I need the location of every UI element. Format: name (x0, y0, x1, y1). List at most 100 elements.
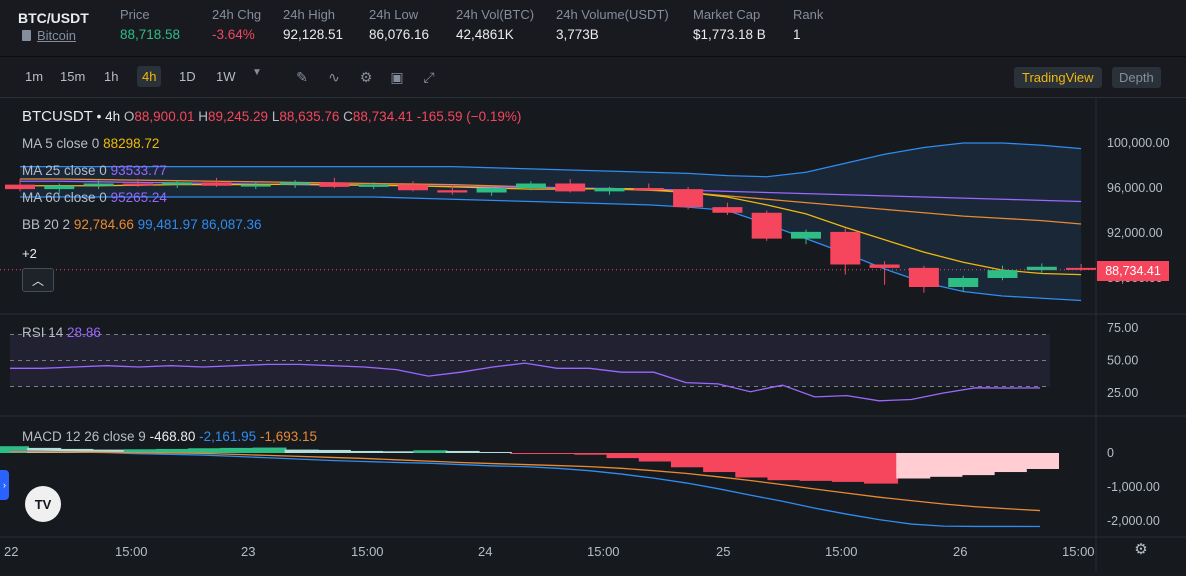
macd-histogram-bar (381, 451, 416, 453)
chart-area[interactable]: 100,000.0096,000.0092,000.0088,000.0075.… (0, 98, 1186, 571)
legend-symbol: BTCUSDT (22, 108, 93, 125)
candle-body (83, 183, 114, 186)
stat-label: Market Cap (693, 7, 761, 22)
stat-value: -3.64% (212, 27, 255, 42)
macd-histogram-bar (1025, 453, 1059, 469)
candle-body (830, 231, 861, 265)
macd-histogram-bar (896, 453, 931, 479)
more-indicators[interactable]: +2 (22, 246, 37, 261)
macd-histogram-bar (220, 447, 255, 453)
candle-body (791, 231, 821, 239)
stat-value: 42,4861K (456, 27, 514, 42)
rsi-line (10, 362, 1041, 402)
ma5-line (20, 183, 1082, 276)
timeframe-1d[interactable]: 1D (179, 69, 196, 84)
stat-label: 24h Volume(USDT) (556, 7, 669, 22)
save-icon[interactable]: ▣ (390, 68, 404, 85)
candle-body (1026, 266, 1057, 271)
timeframe-1w[interactable]: 1W (216, 69, 236, 84)
rsi-legend: RSI 14 28.86 (22, 325, 101, 340)
macd-histogram-bar (91, 449, 126, 453)
document-icon (22, 30, 31, 41)
stat-24h-chg: 24h Chg -3.64% (212, 7, 261, 42)
tradingview-button[interactable]: TradingView (1014, 67, 1102, 88)
indicator-icon[interactable]: ∿ (328, 68, 340, 85)
macd-histogram-bar (123, 449, 158, 453)
stat-rank: Rank 1 (793, 7, 823, 42)
candle-body (869, 264, 900, 268)
ma25-legend: MA 25 close 0 93533.77 (22, 163, 167, 178)
macd-histogram-bar (188, 448, 223, 453)
macd-histogram-bar (703, 453, 738, 473)
ma5-value: 88298.72 (103, 136, 160, 151)
candle-body (515, 183, 546, 188)
macd-tick-label: 0 (1107, 446, 1114, 460)
timeframe-15m[interactable]: 15m (60, 69, 86, 84)
candle-body (319, 182, 350, 187)
coin-info-link[interactable]: Bitcoin (22, 28, 76, 43)
stat-24h-volume-usdt: 24h Volume(USDT) 3,773B (556, 7, 669, 42)
candle-body (987, 270, 1018, 278)
candle-body (398, 184, 428, 191)
legend-high: 89,245.29 (207, 109, 269, 124)
chart-toolbar: 1m 15m 1h 4h 1D 1W ▼ ✎ ∿ ⚙ ▣ ⤢ TradingView Depth (0, 56, 1186, 98)
market-header: BTC/USDT Bitcoin Price 88,718.58 24h Chg -3… (0, 0, 1186, 52)
time-tick-label: 26 (953, 544, 967, 559)
legend-low: 88,635.76 (279, 109, 340, 124)
stat-label: 24h High (283, 7, 336, 22)
stat-label: 24h Chg (212, 7, 262, 22)
candle-body (358, 184, 389, 187)
candle-body (5, 184, 35, 190)
macd-signal-value: -1,693.15 (259, 429, 317, 444)
bb-lower-value: 86,087.36 (201, 217, 262, 232)
coin-link-label: Bitcoin (37, 28, 77, 43)
rsi-value: 28.86 (67, 325, 101, 340)
macd-histogram-bar (928, 453, 963, 477)
side-panel-handle[interactable]: › (0, 470, 9, 500)
price-tick-label: 92,000.00 (1107, 226, 1163, 240)
macd-histogram-bar (574, 453, 609, 455)
candle-body (44, 185, 75, 190)
candle-body (633, 188, 664, 190)
bb-lower-line (20, 196, 1082, 302)
time-tick-label: 22 (4, 544, 18, 559)
gear-icon[interactable]: ⚙ (1134, 541, 1148, 558)
stat-value: 3,773B (556, 27, 599, 42)
bb-mid-value: 92,784.66 (73, 217, 134, 232)
macd-histogram-bar (27, 447, 62, 453)
macd-histogram-bar (670, 453, 705, 468)
macd-histogram-bar (316, 449, 351, 453)
depth-button[interactable]: Depth (1112, 67, 1161, 88)
macd-histogram-bar (445, 450, 480, 453)
macd-histogram-bar (510, 453, 544, 454)
macd-histogram-bar (799, 453, 834, 481)
macd-histogram-bar (349, 450, 384, 453)
gear-icon[interactable]: ⚙ (359, 68, 373, 85)
macd-histogram-bar (477, 451, 512, 453)
chevron-down-icon[interactable]: ▼ (252, 67, 262, 78)
collapse-legend-button[interactable]: ︿ (22, 268, 54, 292)
timeframe-1h[interactable]: 1h (104, 69, 119, 84)
bb-legend: BB 20 2 92,784.66 99,481.97 86,087.36 (22, 217, 262, 232)
candle-body (751, 212, 782, 239)
stat-label: 24h Vol(BTC) (456, 7, 535, 22)
ma60-legend: MA 60 close 0 95265.24 (22, 190, 167, 205)
stat-value: 92,128.51 (283, 27, 344, 42)
macd-signal-line (9, 450, 1041, 512)
legend-close: 88,734.41 (352, 109, 413, 124)
timeframe-4h[interactable]: 4h (137, 66, 162, 87)
fullscreen-icon[interactable]: ⤢ (423, 68, 435, 85)
macd-histogram-bar (59, 448, 94, 453)
pencil-icon[interactable]: ✎ (296, 68, 308, 85)
time-tick-label: 15:00 (351, 544, 384, 559)
time-tick-label: 15:00 (825, 544, 858, 559)
chart-canvas[interactable]: 100,000.0096,000.0092,000.0088,000.0075.… (0, 98, 1186, 571)
timeframe-1m[interactable]: 1m (25, 69, 44, 84)
macd-histogram-bar (606, 453, 641, 459)
stat-value: $1,773.18 B (693, 27, 766, 42)
time-tick-label: 23 (241, 544, 255, 559)
stat-value: 88,718.58 (120, 27, 181, 42)
last-price-tag: 88,734.41 (1097, 261, 1169, 281)
rsi-tick-label: 25.00 (1107, 386, 1138, 400)
pair-title: BTC/USDT (18, 10, 89, 26)
